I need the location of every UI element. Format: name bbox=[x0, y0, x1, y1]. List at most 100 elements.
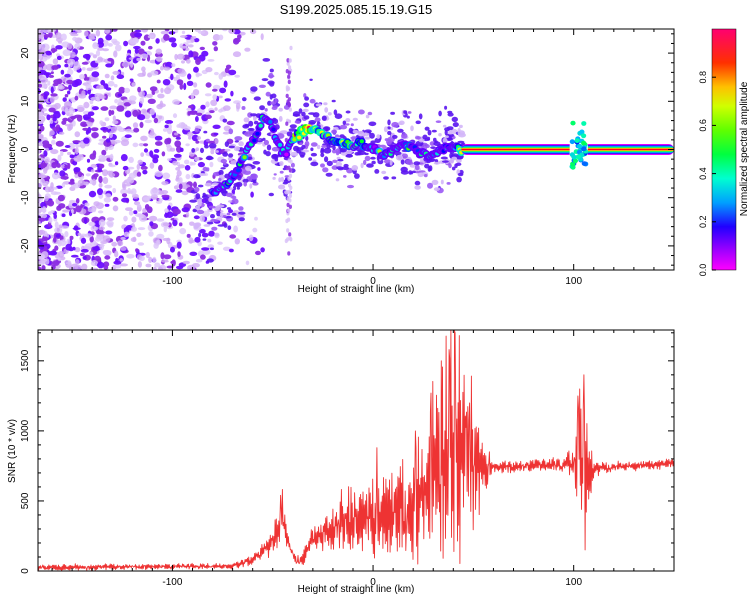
noise-speckle bbox=[38, 87, 41, 95]
noise-speckle bbox=[109, 105, 118, 110]
noise-speckle bbox=[196, 112, 203, 117]
noise-speckle bbox=[320, 163, 325, 168]
noise-speckle bbox=[383, 176, 389, 180]
noise-speckle bbox=[287, 74, 291, 79]
noise-speckle bbox=[208, 143, 217, 149]
noise-speckle bbox=[105, 34, 113, 41]
noise-speckle bbox=[287, 251, 291, 256]
noise-speckle bbox=[45, 147, 49, 152]
noise-speckle bbox=[192, 89, 200, 96]
ridge-point bbox=[277, 142, 283, 147]
noise-speckle bbox=[188, 44, 194, 48]
noise-speckle bbox=[137, 86, 142, 93]
noise-speckle bbox=[214, 71, 219, 76]
noise-speckle bbox=[224, 141, 230, 148]
noise-speckle bbox=[155, 48, 162, 55]
noise-speckle bbox=[252, 227, 258, 233]
noise-speckle bbox=[45, 50, 52, 56]
noise-speckle bbox=[90, 169, 95, 173]
noise-speckle bbox=[68, 181, 75, 185]
noise-speckle bbox=[234, 74, 240, 78]
noise-speckle bbox=[148, 231, 154, 237]
noise-speckle bbox=[341, 166, 349, 170]
noise-speckle bbox=[155, 141, 163, 146]
noise-speckle bbox=[114, 161, 119, 166]
noise-speckle bbox=[197, 30, 206, 34]
noise-speckle bbox=[193, 215, 200, 220]
noise-speckle bbox=[290, 151, 298, 157]
noise-speckle bbox=[130, 237, 137, 242]
noise-speckle bbox=[174, 29, 179, 34]
noise-speckle bbox=[79, 74, 85, 80]
ridge-point bbox=[284, 152, 289, 157]
noise-speckle bbox=[51, 161, 58, 169]
noise-speckle bbox=[98, 226, 105, 231]
noise-speckle bbox=[212, 171, 221, 177]
noise-speckle bbox=[108, 109, 112, 117]
noise-speckle bbox=[197, 161, 205, 168]
noise-speckle bbox=[288, 107, 292, 112]
noise-speckle bbox=[391, 176, 397, 180]
noise-speckle bbox=[170, 246, 175, 253]
noise-speckle bbox=[69, 235, 74, 240]
noise-speckle bbox=[342, 120, 347, 126]
colorbar-label: Normalized spectral amplitude bbox=[739, 81, 750, 216]
noise-speckle bbox=[170, 73, 174, 81]
noise-speckle bbox=[99, 120, 104, 125]
ridge-point bbox=[255, 131, 260, 136]
noise-speckle bbox=[87, 111, 95, 116]
noise-speckle bbox=[136, 57, 141, 62]
noise-speckle bbox=[93, 42, 98, 47]
noise-speckle bbox=[220, 167, 226, 170]
noise-speckle bbox=[245, 260, 250, 266]
noise-speckle bbox=[142, 169, 148, 175]
noise-speckle bbox=[51, 65, 59, 70]
noise-speckle bbox=[357, 130, 365, 137]
noise-speckle bbox=[287, 79, 291, 85]
noise-speckle bbox=[142, 196, 152, 201]
noise-speckle bbox=[213, 132, 219, 136]
noise-speckle bbox=[208, 197, 212, 203]
noise-speckle bbox=[218, 34, 224, 41]
noise-speckle bbox=[137, 159, 143, 165]
noise-speckle bbox=[383, 126, 388, 133]
noise-speckle bbox=[110, 75, 115, 81]
noise-speckle bbox=[136, 171, 142, 177]
noise-speckle bbox=[238, 141, 244, 147]
noise-speckle bbox=[255, 250, 261, 256]
noise-speckle bbox=[364, 155, 371, 162]
noise-speckle bbox=[98, 163, 105, 169]
noise-speckle bbox=[107, 80, 115, 87]
noise-speckle bbox=[222, 246, 231, 251]
noise-speckle bbox=[195, 73, 203, 77]
noise-speckle bbox=[88, 33, 95, 40]
y-tick-label: 10 bbox=[20, 95, 31, 107]
noise-speckle bbox=[124, 110, 132, 118]
noise-speckle bbox=[45, 63, 54, 71]
noise-speckle bbox=[108, 172, 116, 178]
noise-speckle bbox=[451, 116, 458, 123]
noise-speckle bbox=[415, 120, 421, 125]
noise-speckle bbox=[100, 106, 109, 111]
noise-speckle bbox=[403, 110, 408, 114]
noise-speckle bbox=[38, 120, 44, 124]
noise-speckle bbox=[364, 152, 369, 156]
noise-speckle bbox=[64, 145, 71, 148]
noise-speckle bbox=[286, 61, 290, 66]
noise-speckle bbox=[431, 179, 439, 185]
noise-speckle bbox=[38, 207, 43, 212]
noise-speckle bbox=[179, 227, 187, 235]
noise-speckle bbox=[298, 108, 303, 114]
noise-speckle bbox=[38, 229, 44, 236]
noise-speckle bbox=[204, 93, 212, 97]
noise-speckle bbox=[168, 37, 177, 43]
noise-speckle bbox=[300, 154, 305, 158]
noise-speckle bbox=[163, 226, 167, 233]
noise-speckle bbox=[199, 228, 206, 234]
noise-speckle bbox=[150, 188, 156, 196]
noise-speckle bbox=[179, 35, 188, 38]
noise-speckle bbox=[347, 184, 354, 189]
noise-speckle bbox=[109, 141, 118, 145]
noise-speckle bbox=[208, 205, 216, 209]
